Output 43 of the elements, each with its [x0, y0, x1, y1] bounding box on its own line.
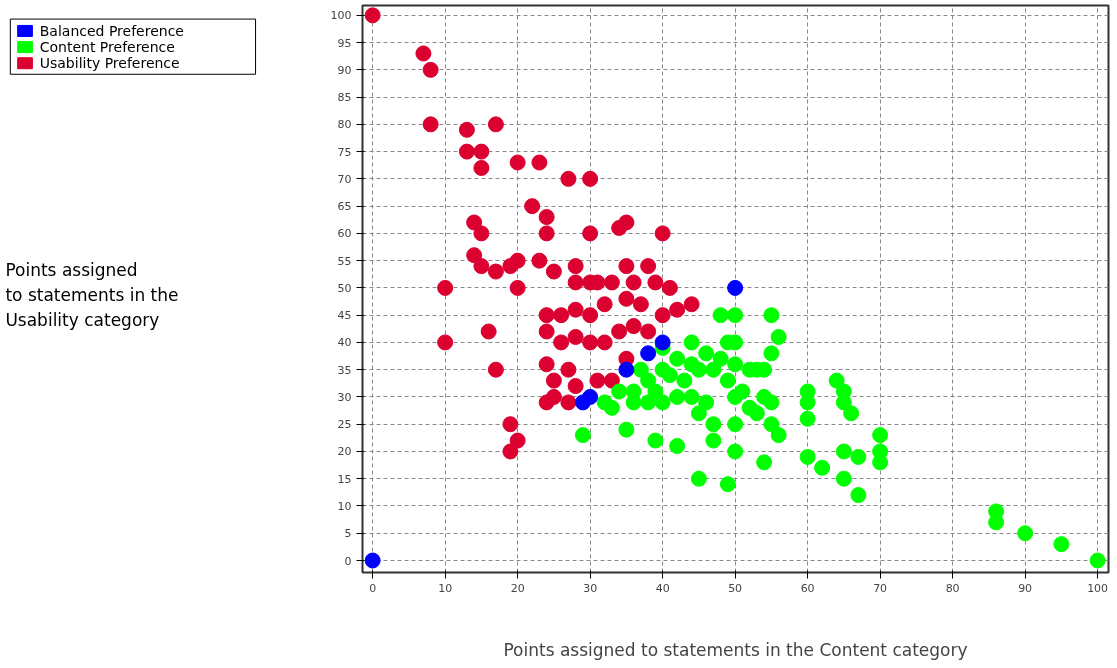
y-tick-label: 20	[337, 445, 352, 459]
y-tick-label: 85	[337, 91, 352, 105]
x-tick-label: 40	[655, 581, 670, 595]
x-tick-label: 20	[510, 581, 525, 595]
y-tick-label: 30	[337, 390, 352, 404]
point	[727, 279, 744, 296]
y-tick-label: 95	[337, 36, 352, 50]
y-tick-label: 70	[337, 172, 352, 186]
y-tick-label: 0	[344, 554, 352, 568]
y-tick-label: 15	[337, 472, 352, 486]
x-tick-label: 70	[873, 581, 888, 595]
x-tick-label: 60	[800, 581, 815, 595]
x-axis-title: Points assigned to statements in the Content category	[503, 639, 968, 660]
y-tick-label: 10	[337, 499, 352, 513]
x-tick-label: 50	[728, 581, 743, 595]
y-tick-label: 55	[337, 254, 352, 268]
y-tick-label: 90	[337, 63, 352, 77]
legend-label: Content Preference	[39, 39, 175, 56]
x-tick-label: 30	[583, 581, 598, 595]
y-tick-label: 80	[337, 118, 352, 132]
y-tick-label: 75	[337, 145, 352, 159]
x-tick-label: 90	[1018, 581, 1033, 595]
legend-label: Balanced Preference	[39, 22, 184, 39]
y-tick-label: 40	[337, 336, 352, 350]
y-tick-label: 45	[337, 309, 352, 323]
text: Points assigned to statements in the Usability category	[5, 260, 179, 331]
y-tick-label: 65	[337, 200, 352, 214]
legend-label: Usability Preference	[39, 55, 180, 72]
y-tick-label: 50	[337, 281, 352, 295]
point	[364, 552, 381, 569]
y-tick-label: 5	[344, 527, 352, 541]
y-tick-label: 25	[337, 418, 352, 432]
y-tick-label: 100	[330, 9, 352, 23]
x-tick-label: 80	[945, 581, 960, 595]
y-tick-label: 60	[337, 227, 352, 241]
point	[618, 361, 635, 378]
point	[582, 388, 599, 405]
x-tick-label: 10	[438, 581, 453, 595]
x-tick-label: 100	[1087, 581, 1109, 595]
point	[640, 345, 657, 362]
y-tick-label: 35	[337, 363, 352, 377]
x-tick-label: 0	[369, 581, 377, 595]
point	[654, 334, 671, 351]
